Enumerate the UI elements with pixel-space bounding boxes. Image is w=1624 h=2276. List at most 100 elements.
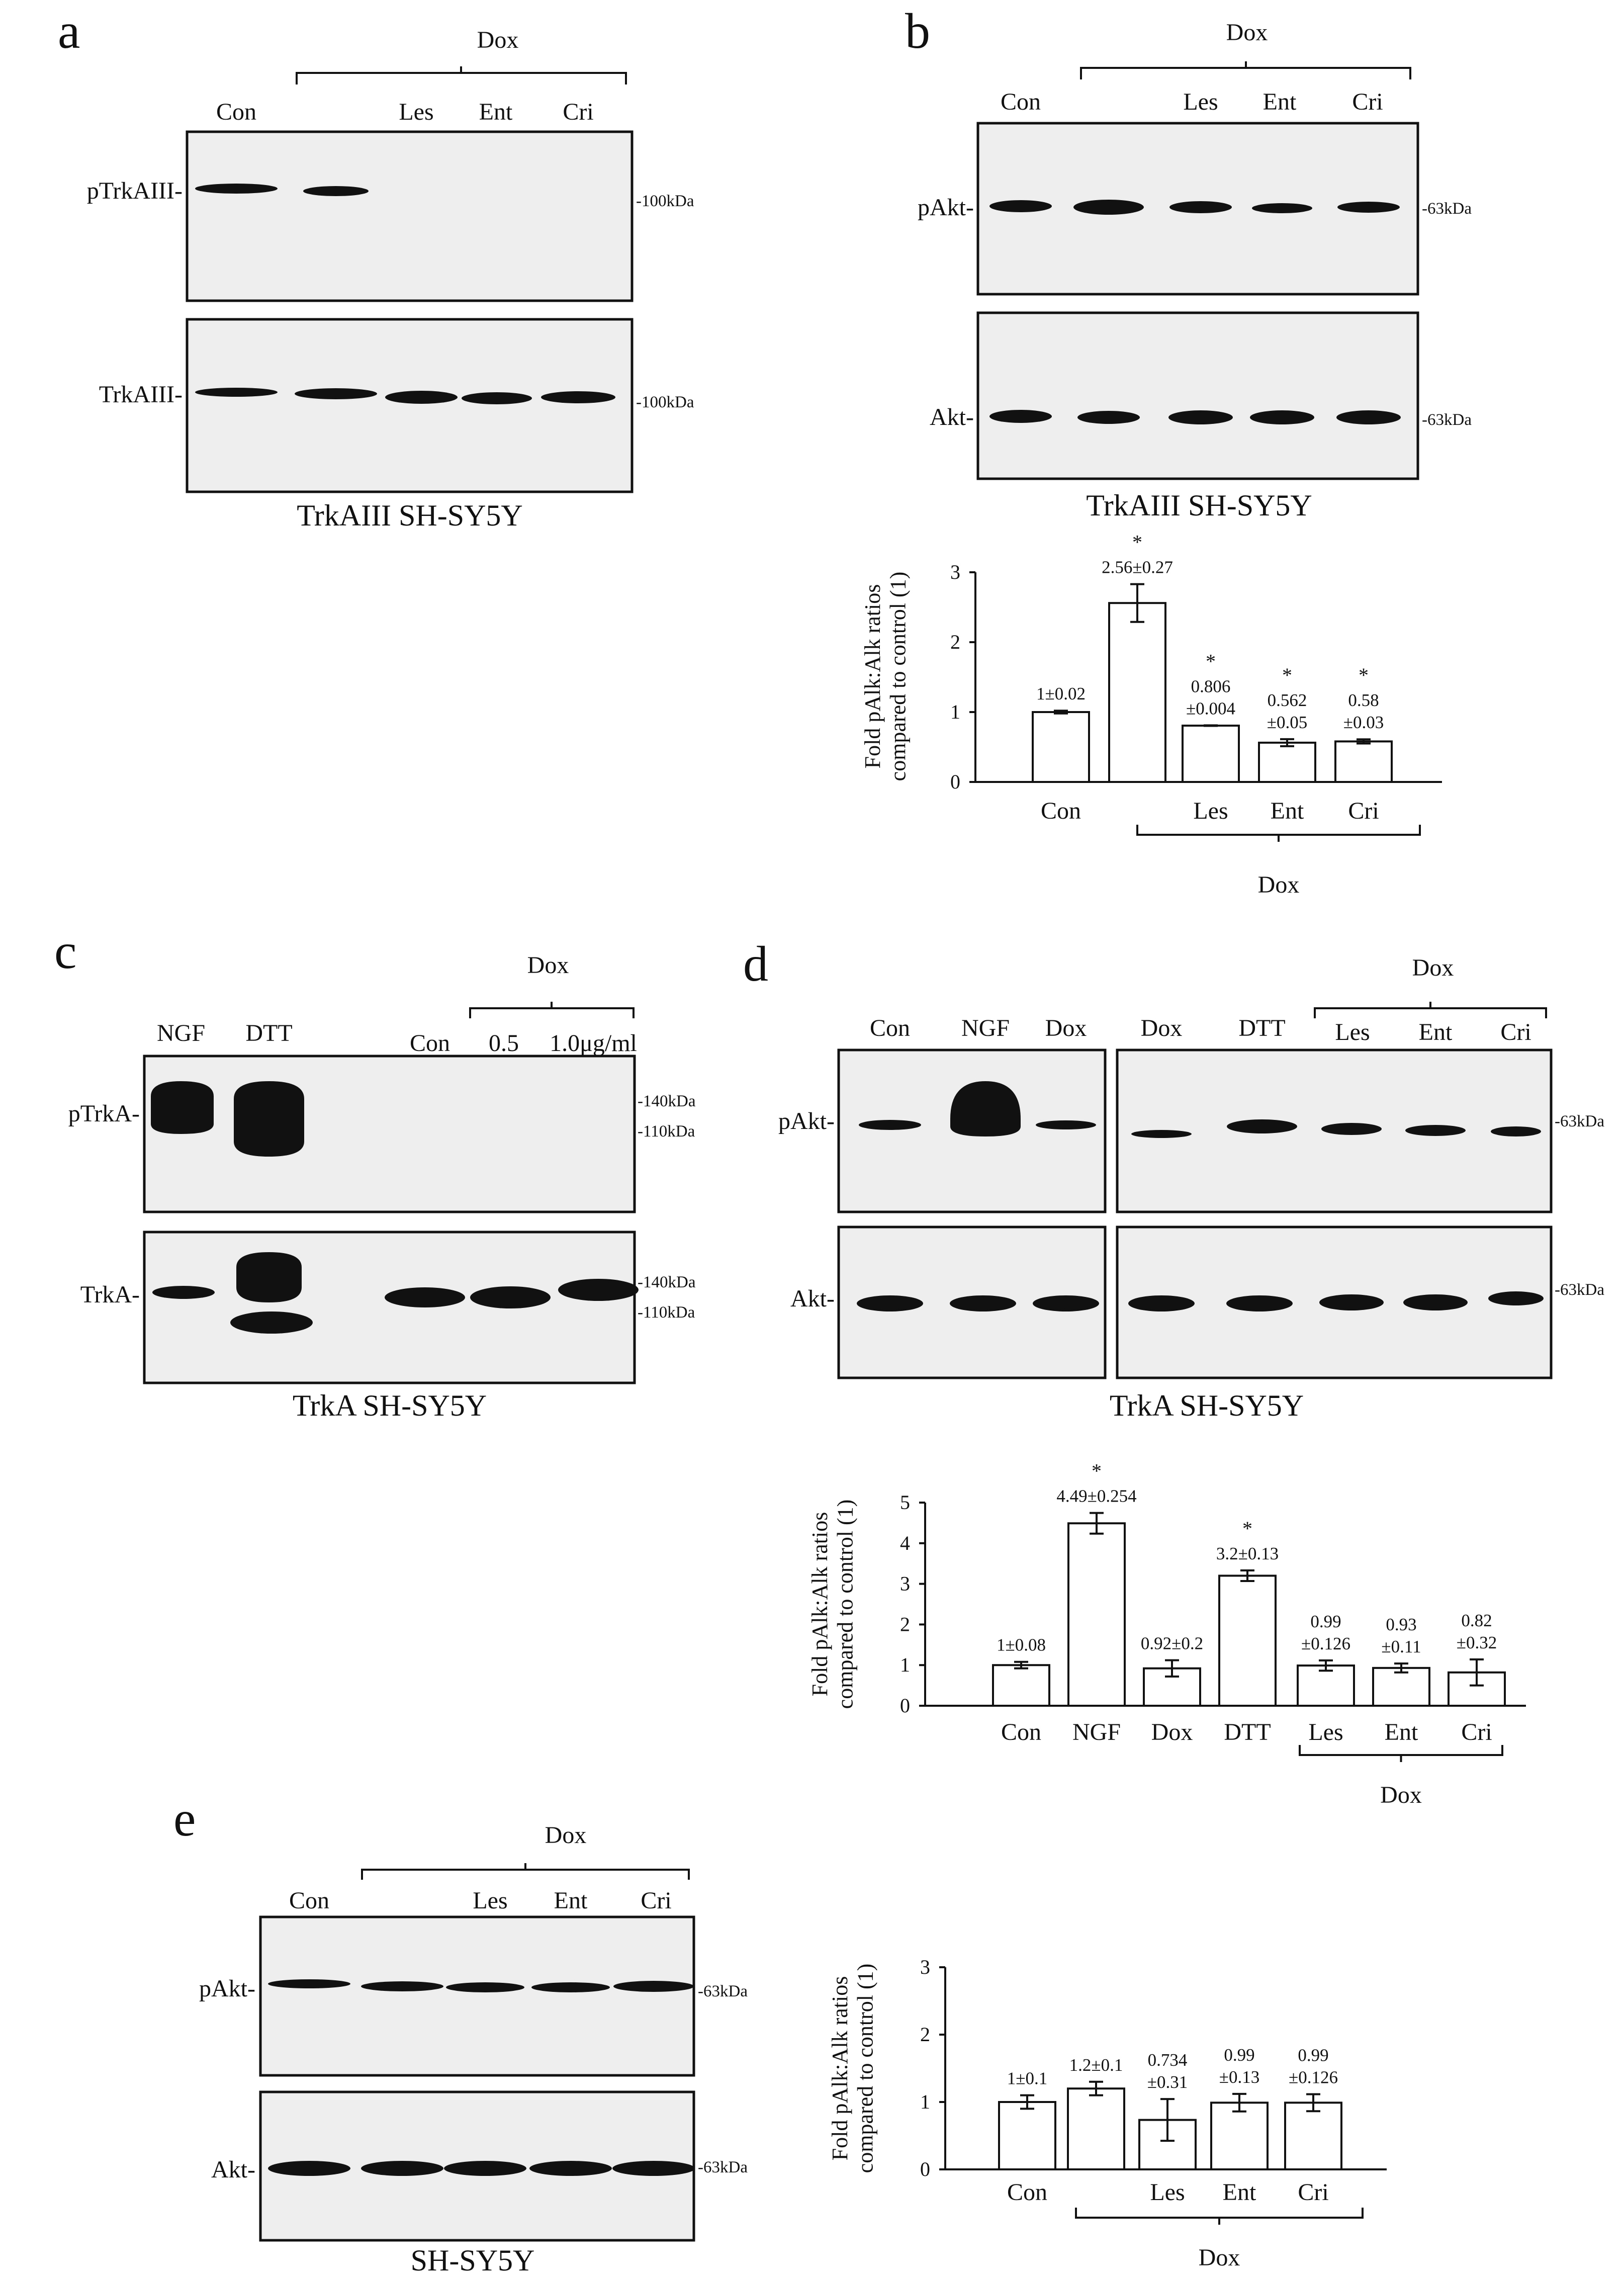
band [1227, 1119, 1297, 1133]
lane-label-les: Les [1335, 1019, 1370, 1045]
row-label-trkaiii: TrkAIII- [99, 381, 183, 408]
lane-label-0-5: 0.5 [489, 1030, 519, 1057]
category-label: Cri [1461, 1719, 1492, 1745]
category-label: Cri [1348, 798, 1379, 824]
y-tick-label: 2 [900, 1613, 910, 1635]
row-label-pakt: pAkt- [918, 194, 974, 221]
band [195, 184, 278, 194]
band [989, 200, 1052, 212]
blot-akt [976, 311, 1419, 480]
bar-chart-e: 0 1 2 3 Fold pAlk:Alk ratioscompared to cont… [828, 1956, 1387, 2271]
data-label: ±0.126 [1289, 2067, 1338, 2087]
data-label: 1±0.02 [1036, 684, 1086, 704]
panel-letter-e: e [173, 1791, 196, 1847]
band [1319, 1294, 1384, 1310]
data-label: 4.49±0.254 [1056, 1486, 1136, 1506]
y-tick-label: 0 [920, 2158, 930, 2180]
band [1168, 410, 1233, 424]
dox-group-label: Dox [1199, 2244, 1240, 2271]
data-label: 0.806 [1191, 676, 1231, 696]
lane-label-dox: Dox [1045, 1015, 1087, 1041]
panel-caption: TrkA SH-SY5Y [293, 1389, 487, 1422]
band [1073, 200, 1144, 215]
band [613, 1981, 694, 1992]
lane-label-dtt: DTT [1238, 1015, 1285, 1041]
band [558, 1279, 639, 1301]
row-label-pakt: pAkt- [778, 1108, 835, 1134]
band [195, 388, 278, 397]
data-label: 1.2±0.1 [1069, 2055, 1123, 2075]
lane-label-les: Les [399, 99, 433, 125]
lane-label-ent: Ent [1263, 89, 1297, 115]
row-label-pakt: pAkt- [199, 1975, 255, 2002]
data-label: 0.562 [1268, 690, 1307, 710]
lane-label-les: Les [473, 1887, 507, 1914]
panel-b: b Dox Con Les Ent Cri pAkt- -63kDa Akt- … [905, 3, 1472, 522]
dox-group-bracket [1075, 2208, 1364, 2225]
data-label: 2.56±0.27 [1102, 558, 1173, 577]
band [1033, 1295, 1099, 1311]
data-label: 1±0.08 [997, 1635, 1046, 1655]
data-label: 1±0.1 [1007, 2069, 1047, 2088]
y-tick-label: 0 [950, 770, 960, 793]
band [446, 1982, 524, 1992]
band [1226, 1295, 1293, 1311]
band [361, 2161, 443, 2176]
panel-c: c Dox NGF DTT Con 0.5 1.0μg/ml pTrkA- -1… [54, 923, 696, 1422]
blot-ptrkaiii [186, 130, 634, 302]
row-label-akt: Akt- [930, 404, 974, 430]
data-label: ±0.004 [1186, 698, 1235, 718]
band [1131, 1130, 1192, 1138]
panel-a: a Dox Con Les Ent Cri pTrkAIII- -100kDa … [58, 3, 694, 532]
band [444, 2161, 526, 2176]
dox-bracket [361, 1863, 690, 1880]
lane-label-dtt: DTT [245, 1020, 292, 1046]
panel-e: e Dox Con Les Ent Cri pAkt- -63kDa Akt- … [173, 1791, 748, 2276]
band [1128, 1295, 1195, 1311]
band [236, 1252, 302, 1302]
band [361, 1981, 443, 1991]
y-tick-label: 1 [900, 1653, 910, 1676]
band [470, 1286, 551, 1308]
y-tick-label: 1 [920, 2090, 930, 2113]
panel-caption: SH-SY5Y [411, 2244, 535, 2276]
y-axis-label-line: compared to control (1) [833, 1500, 858, 1709]
band [303, 186, 369, 196]
data-label: 0.99 [1310, 1612, 1341, 1631]
dox-group-bracket [1136, 825, 1421, 842]
category-label: Dox [1151, 1719, 1193, 1745]
band [1336, 410, 1401, 424]
y-axis-label-line: compared to control (1) [886, 572, 911, 781]
dox-bracket [296, 66, 627, 84]
dox-label: Dox [1226, 19, 1268, 46]
marker-110kda: -110kDa [638, 1303, 695, 1322]
significance-marker: * [1359, 664, 1369, 686]
band [529, 2161, 612, 2176]
bar [1067, 2087, 1125, 2171]
panel-letter-c: c [54, 923, 76, 979]
band [541, 391, 615, 403]
data-label: 0.99 [1224, 2045, 1254, 2065]
y-tick-label: 2 [920, 2023, 930, 2046]
marker-63kda: -63kDa [1555, 1281, 1604, 1299]
category-label: NGF [1072, 1719, 1121, 1745]
data-label: ±0.31 [1147, 2072, 1188, 2092]
significance-marker: * [1242, 1517, 1252, 1540]
marker-63kda: -63kDa [1555, 1112, 1604, 1130]
band [1252, 203, 1312, 213]
data-label: 0.92±0.2 [1141, 1634, 1203, 1653]
data-label: 0.82 [1461, 1611, 1492, 1630]
panel-caption: TrkA SH-SY5Y [1110, 1389, 1304, 1422]
marker-100kda: -100kDa [636, 192, 694, 210]
bar [1182, 724, 1240, 783]
row-label-trka: TrkA- [80, 1281, 140, 1308]
dox-label: Dox [527, 952, 569, 979]
marker-100kda: -100kDa [636, 393, 694, 411]
data-label: 0.93 [1386, 1615, 1416, 1634]
data-label: 0.58 [1348, 690, 1379, 710]
band [531, 1982, 610, 1992]
lane-label-cri: Cri [1352, 89, 1383, 115]
dox-group-label: Dox [1380, 1782, 1422, 1808]
category-label: Les [1193, 798, 1228, 824]
band [859, 1120, 921, 1130]
